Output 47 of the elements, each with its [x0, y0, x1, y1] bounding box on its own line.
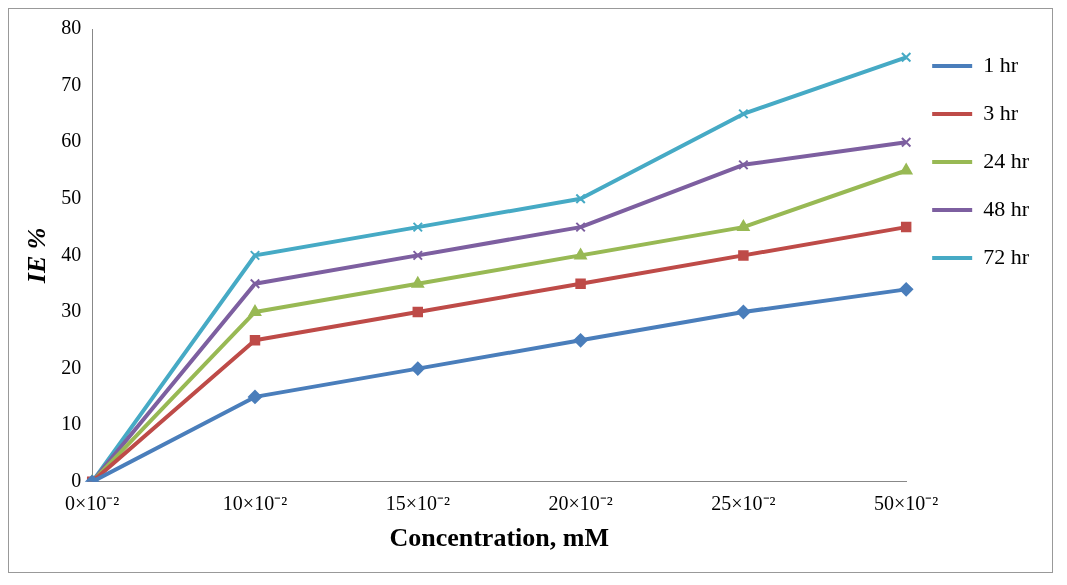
y-tick-label: 60 [61, 129, 82, 152]
x-tick-label: 15×10⁻² [385, 492, 450, 515]
y-tick-label: 50 [61, 186, 82, 209]
point [248, 389, 262, 404]
point [249, 335, 261, 346]
point [900, 221, 912, 233]
y-tick-label: 70 [61, 72, 82, 95]
point [900, 52, 912, 63]
y-tick-label: 80 [61, 16, 82, 39]
point [738, 250, 749, 261]
point [410, 361, 425, 376]
legend-label: 3 hr [983, 99, 1019, 125]
x-tick-label: 0×10⁻² [65, 492, 120, 515]
point [575, 221, 586, 233]
x-axis-title: Concentration, mM [389, 523, 609, 553]
point [899, 163, 913, 175]
y-tick-label: 10 [61, 412, 82, 435]
point [411, 276, 424, 288]
x-tick-label: 25×10⁻² [711, 492, 776, 515]
y-tick-label: 40 [61, 242, 82, 265]
y-axis-title: IE % [22, 227, 52, 285]
x-tick-label: 10×10⁻² [222, 492, 288, 515]
point [248, 305, 262, 316]
point [736, 305, 751, 319]
legend-label: 48 hr [983, 195, 1030, 221]
point [575, 193, 586, 205]
legend-label: 72 hr [983, 243, 1030, 269]
point [899, 282, 914, 297]
x-tick-label: 50×10⁻² [874, 492, 939, 515]
y-tick-label: 20 [61, 355, 82, 378]
point [575, 278, 586, 289]
y-tick-label: 30 [61, 299, 82, 322]
point [738, 159, 749, 171]
point [574, 248, 587, 260]
point [249, 250, 261, 261]
point [249, 278, 261, 289]
point [737, 220, 750, 232]
legend-label: 1 hr [983, 51, 1019, 77]
point [573, 333, 588, 348]
y-tick-label: 0 [71, 469, 82, 492]
point [412, 306, 424, 318]
point [900, 136, 912, 148]
point [412, 250, 424, 261]
point [412, 221, 424, 233]
x-tick-label: 20×10⁻² [548, 492, 613, 515]
legend-label: 24 hr [983, 147, 1030, 173]
point [738, 108, 749, 120]
